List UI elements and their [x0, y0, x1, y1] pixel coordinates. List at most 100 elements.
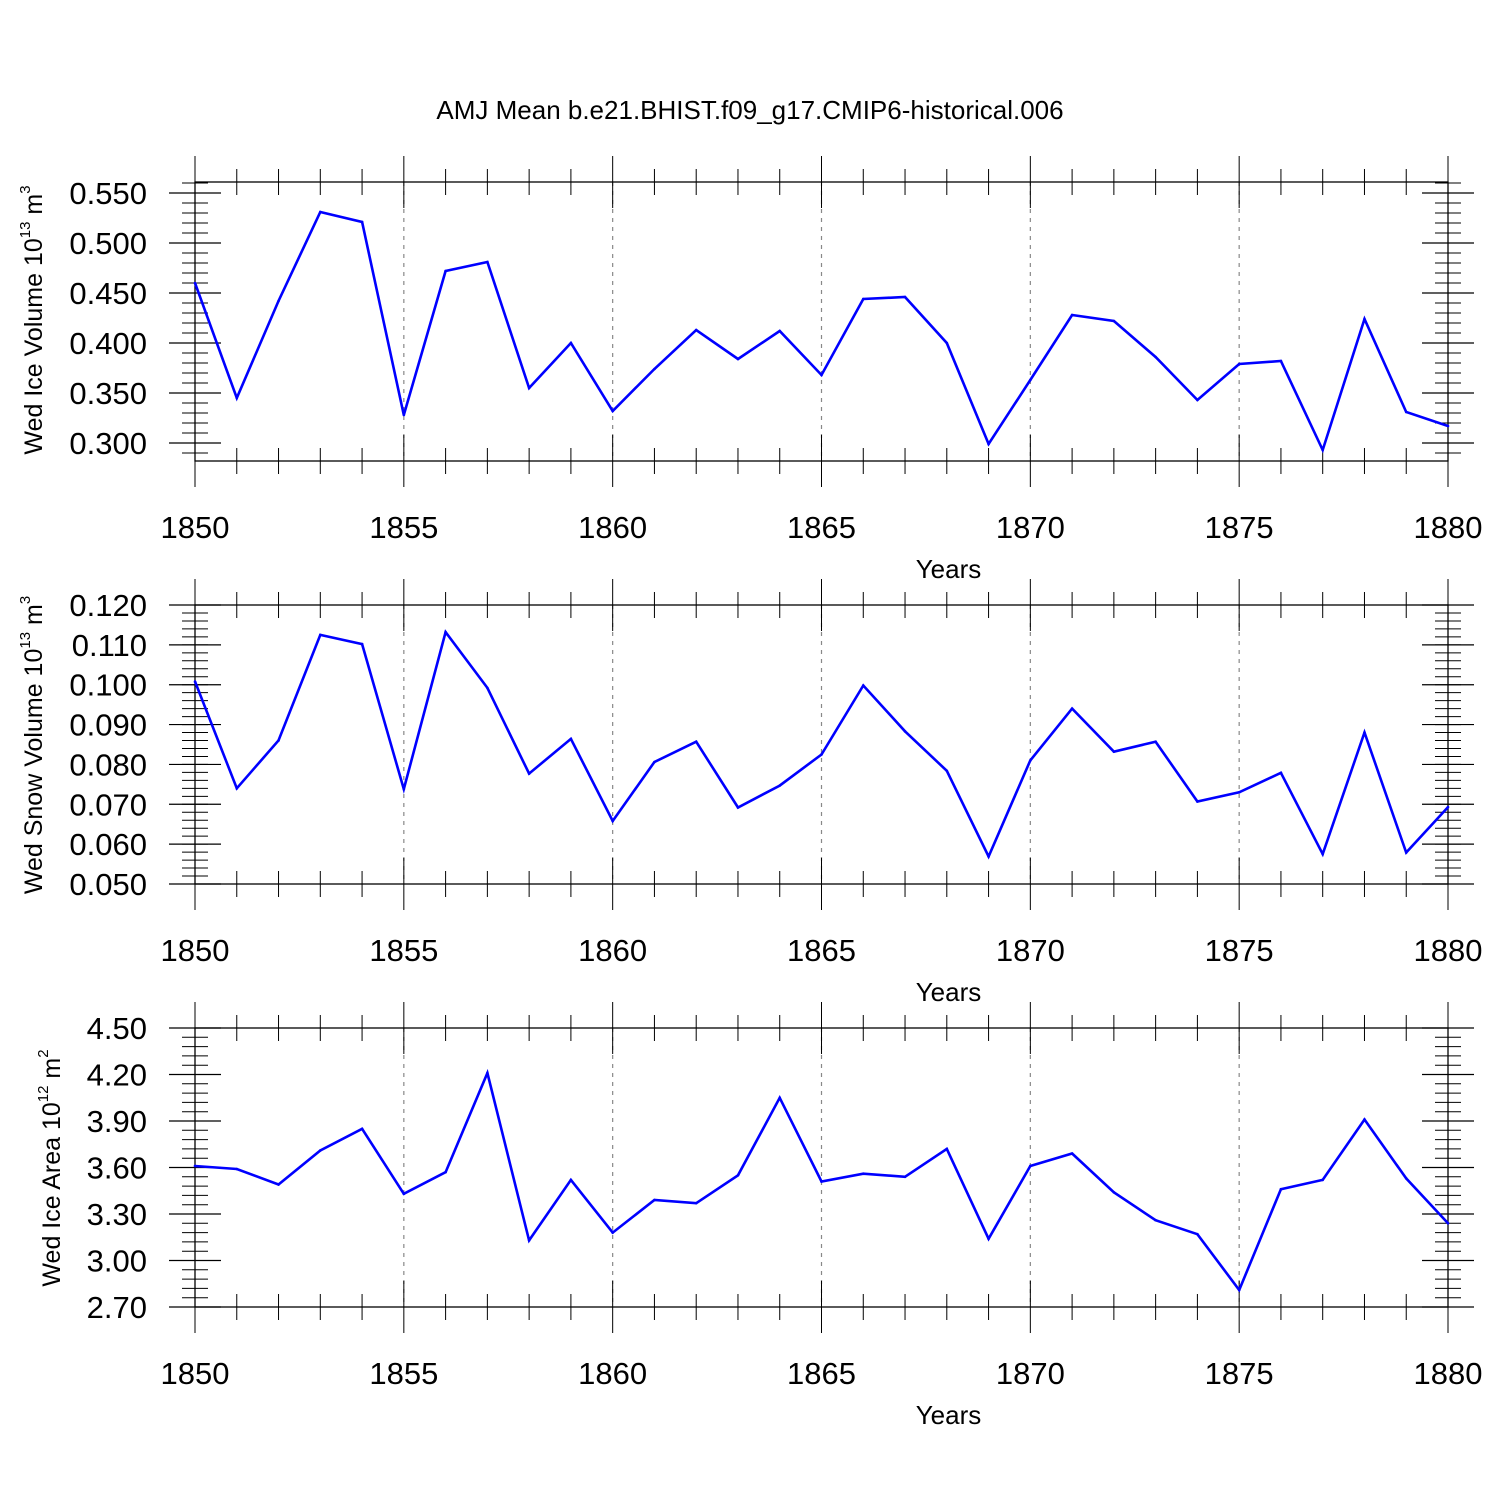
data-point	[235, 396, 239, 400]
data-point	[1404, 410, 1408, 414]
data-point	[736, 1173, 740, 1177]
data-point	[945, 1147, 949, 1151]
x-tick-label: 1880	[1414, 1356, 1483, 1391]
data-point	[1404, 851, 1408, 854]
data-point	[193, 281, 197, 285]
data-point	[653, 1198, 656, 1202]
data-point	[277, 1183, 280, 1186]
x-tick-label: 1855	[369, 933, 438, 968]
x-tick-label: 1875	[1205, 1356, 1274, 1391]
y-tick-label: 0.110	[72, 628, 147, 663]
data-point	[694, 740, 698, 744]
x-tick-label: 1855	[369, 510, 438, 545]
data-point	[861, 1172, 865, 1175]
y-tick-label: 0.090	[69, 708, 147, 743]
chart-panel-1: 0.550 0.500 0.450 0.400 0.350 0.300 1850 1855 18…	[17, 156, 1482, 584]
y-axis-label-unit-exponent: 3	[17, 185, 34, 193]
data-point	[778, 1096, 782, 1100]
data-point	[193, 1164, 197, 1168]
x-tick-label: 1850	[161, 933, 230, 968]
y-axis-label-main: Wed Ice Volume 10	[20, 238, 48, 454]
y-axis-label-exponent: 12	[35, 1086, 52, 1103]
data-point	[1237, 362, 1241, 366]
y-axis-label-exponent: 13	[17, 632, 34, 649]
data-point	[1237, 1288, 1241, 1292]
data-point	[486, 1071, 489, 1075]
y-tick-label: 3.00	[87, 1244, 147, 1279]
y-tick-label: 0.400	[69, 326, 147, 361]
data-point	[527, 386, 531, 390]
data-point	[611, 1231, 614, 1234]
data-point	[1279, 1187, 1283, 1191]
data-point	[820, 373, 823, 377]
x-tick-label: 1860	[578, 1356, 647, 1391]
data-point	[1363, 731, 1366, 734]
data-point	[569, 1178, 573, 1182]
y-tick-label: 3.30	[87, 1197, 147, 1232]
data-point	[1029, 759, 1032, 762]
data-point	[1321, 852, 1324, 856]
data-point	[1154, 740, 1157, 744]
x-tick-label: 1875	[1205, 510, 1274, 545]
data-point	[235, 1167, 239, 1171]
data-point	[1070, 707, 1074, 710]
data-point	[444, 1170, 447, 1174]
data-point	[235, 787, 239, 790]
data-point	[861, 297, 865, 301]
data-point	[778, 329, 782, 333]
data-point	[903, 730, 907, 733]
x-tick-label: 1860	[578, 933, 647, 968]
data-point	[987, 442, 990, 446]
y-axis-label: Wed Ice Volume 1013 m3	[17, 185, 48, 454]
data-point	[1029, 1164, 1032, 1168]
y-tick-label: 0.500	[69, 226, 147, 261]
data-point	[736, 357, 740, 361]
y-tick-label: 4.50	[87, 1011, 147, 1046]
data-point	[945, 769, 949, 773]
data-point	[1404, 1177, 1408, 1180]
data-point	[903, 295, 907, 299]
y-tick-label: 0.120	[69, 588, 147, 623]
y-tick-label: 0.300	[69, 426, 147, 461]
data-point	[1446, 424, 1450, 428]
data-point	[1070, 1152, 1074, 1155]
y-axis-label-exponent: 13	[17, 222, 34, 239]
data-point	[1363, 317, 1366, 321]
data-point	[1446, 805, 1450, 809]
y-tick-label: 0.080	[69, 747, 147, 782]
y-tick-label: 0.550	[69, 176, 147, 211]
x-tick-label: 1880	[1414, 510, 1483, 545]
x-axis-label: Years	[916, 554, 982, 584]
y-axis-label-main: Wed Snow Volume 10	[20, 649, 48, 895]
x-tick-label: 1875	[1205, 933, 1274, 968]
data-point	[1112, 750, 1116, 753]
data-point	[1112, 319, 1116, 323]
data-point	[1321, 1178, 1324, 1182]
data-point	[277, 299, 280, 303]
data-point	[694, 1201, 698, 1205]
data-point	[1196, 800, 1199, 803]
data-point	[1154, 355, 1157, 359]
x-axis-label: Years	[916, 1400, 982, 1430]
data-point	[861, 684, 865, 687]
data-point	[1070, 313, 1074, 317]
figure-title: AMJ Mean b.e21.BHIST.f09_g17.CMIP6-histo…	[436, 95, 1063, 125]
data-point	[1279, 771, 1283, 775]
x-tick-label: 1865	[787, 510, 856, 545]
y-tick-label: 2.70	[87, 1290, 147, 1325]
data-point	[1196, 1232, 1199, 1236]
data-point	[778, 784, 782, 787]
data-point	[903, 1175, 907, 1179]
x-tick-label: 1880	[1414, 933, 1483, 968]
y-tick-label: 0.060	[69, 827, 147, 862]
data-point	[653, 367, 656, 371]
data-point	[1363, 1118, 1366, 1121]
x-tick-label: 1855	[369, 1356, 438, 1391]
panels: 0.550 0.500 0.450 0.400 0.350 0.300 1850 1855 18…	[17, 156, 1482, 1430]
data-point	[569, 341, 573, 345]
data-point	[486, 260, 489, 264]
data-point	[820, 753, 823, 756]
y-axis-label-unit-exponent: 2	[35, 1049, 52, 1057]
data-point	[1237, 791, 1241, 794]
